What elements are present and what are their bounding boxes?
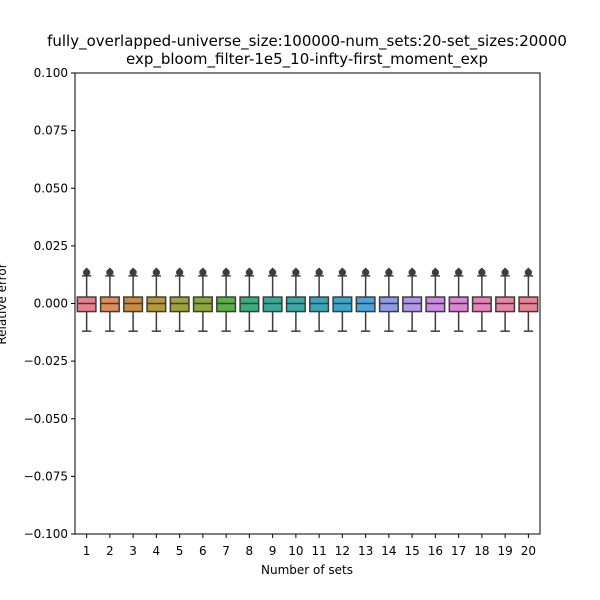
y-tick-label: −0.075 [24,469,68,483]
outlier-point [431,267,440,275]
box-17 [448,267,469,332]
x-tick-label: 19 [497,544,512,558]
plot-area [76,267,539,332]
x-tick-label: 13 [358,544,373,558]
box-body [192,296,213,313]
y-axis: 0.100 0.075 0.050 0.025 0.000 −0.025 −0.050 −0.… [24,66,75,541]
box-body [495,296,516,313]
y-tick-label: −0.050 [24,412,68,426]
box-5 [169,267,190,332]
box-body [285,296,306,313]
y-tick-label: −0.100 [24,527,68,541]
box-9 [262,267,283,332]
box-11 [309,267,330,332]
box-body [355,296,376,313]
box-body [216,296,237,313]
box-body [471,296,492,313]
outlier-point [268,267,277,275]
box-7 [216,267,237,332]
x-axis-label: Number of sets [261,563,353,577]
outlier-point [152,267,161,275]
box-12 [332,267,353,332]
x-tick-label: 18 [474,544,489,558]
outlier-point [408,267,416,275]
x-tick-label: 11 [311,544,326,558]
y-tick-label: 0.050 [34,181,68,195]
box-body [448,296,469,313]
box-body [378,296,399,313]
box-16 [425,267,446,332]
box-10 [285,267,306,332]
outlier-point [292,267,300,275]
box-body [169,296,190,313]
x-tick-label: 5 [176,544,184,558]
outlier-point [199,267,207,275]
x-axis: 1 2 3 4 5 6 7 8 9 10 11 12 13 14 15 16 17 18 19 20 [83,534,536,558]
box-body [146,296,167,313]
outlier-point [106,267,114,275]
chart-title-line-1: fully_overlapped-universe_size:100000-nu… [47,32,567,51]
x-tick-label: 3 [129,544,137,558]
box-3 [123,267,144,332]
x-tick-label: 4 [153,544,161,558]
y-tick-label: −0.025 [24,354,68,368]
outlier-point [338,267,347,275]
x-tick-label: 12 [335,544,350,558]
x-tick-label: 7 [222,544,230,558]
box-2 [99,267,120,332]
outlier-point [175,267,184,275]
box-body [518,296,539,313]
box-body [76,296,97,313]
box-body [123,296,144,313]
box-14 [378,267,399,332]
y-tick-label: 0.000 [34,297,68,311]
outlier-point [385,267,393,275]
outlier-point [524,267,533,275]
box-body [332,296,353,313]
x-tick-label: 9 [269,544,277,558]
box-19 [495,267,516,332]
outlier-point [245,267,254,275]
x-tick-label: 8 [246,544,254,558]
x-tick-label: 10 [288,544,303,558]
y-axis-label: Relative error [0,263,9,344]
x-tick-label: 17 [451,544,466,558]
x-tick-label: 15 [404,544,419,558]
x-tick-label: 6 [199,544,207,558]
y-tick-label: 0.100 [34,66,68,80]
box-body [402,296,423,313]
outlier-point [315,267,323,275]
x-tick-label: 1 [83,544,91,558]
box-15 [402,267,423,332]
box-body [309,296,330,313]
box-body [99,296,120,313]
outlier-point [501,267,509,275]
outlier-point [129,267,137,275]
box-13 [355,267,376,332]
box-6 [192,267,213,332]
box-1 [76,267,97,332]
x-tick-label: 16 [428,544,443,558]
box-4 [146,267,167,332]
x-tick-label: 14 [381,544,396,558]
outlier-point [82,267,91,275]
outlier-point [361,267,370,275]
x-tick-label: 2 [106,544,114,558]
box-body [239,296,260,313]
box-20 [518,267,539,332]
chart-title-line-2: exp_bloom_filter-1e5_10-infty-first_mome… [126,50,488,69]
box-body [425,296,446,313]
y-tick-label: 0.025 [34,239,68,253]
plot-frame [74,72,541,535]
outlier-point [478,267,486,275]
box-body [262,296,283,313]
y-tick-label: 0.075 [34,124,68,138]
outlier-point [222,267,230,275]
box-18 [471,267,492,332]
outlier-point [454,267,463,275]
x-tick-label: 20 [521,544,536,558]
box-8 [239,267,260,332]
